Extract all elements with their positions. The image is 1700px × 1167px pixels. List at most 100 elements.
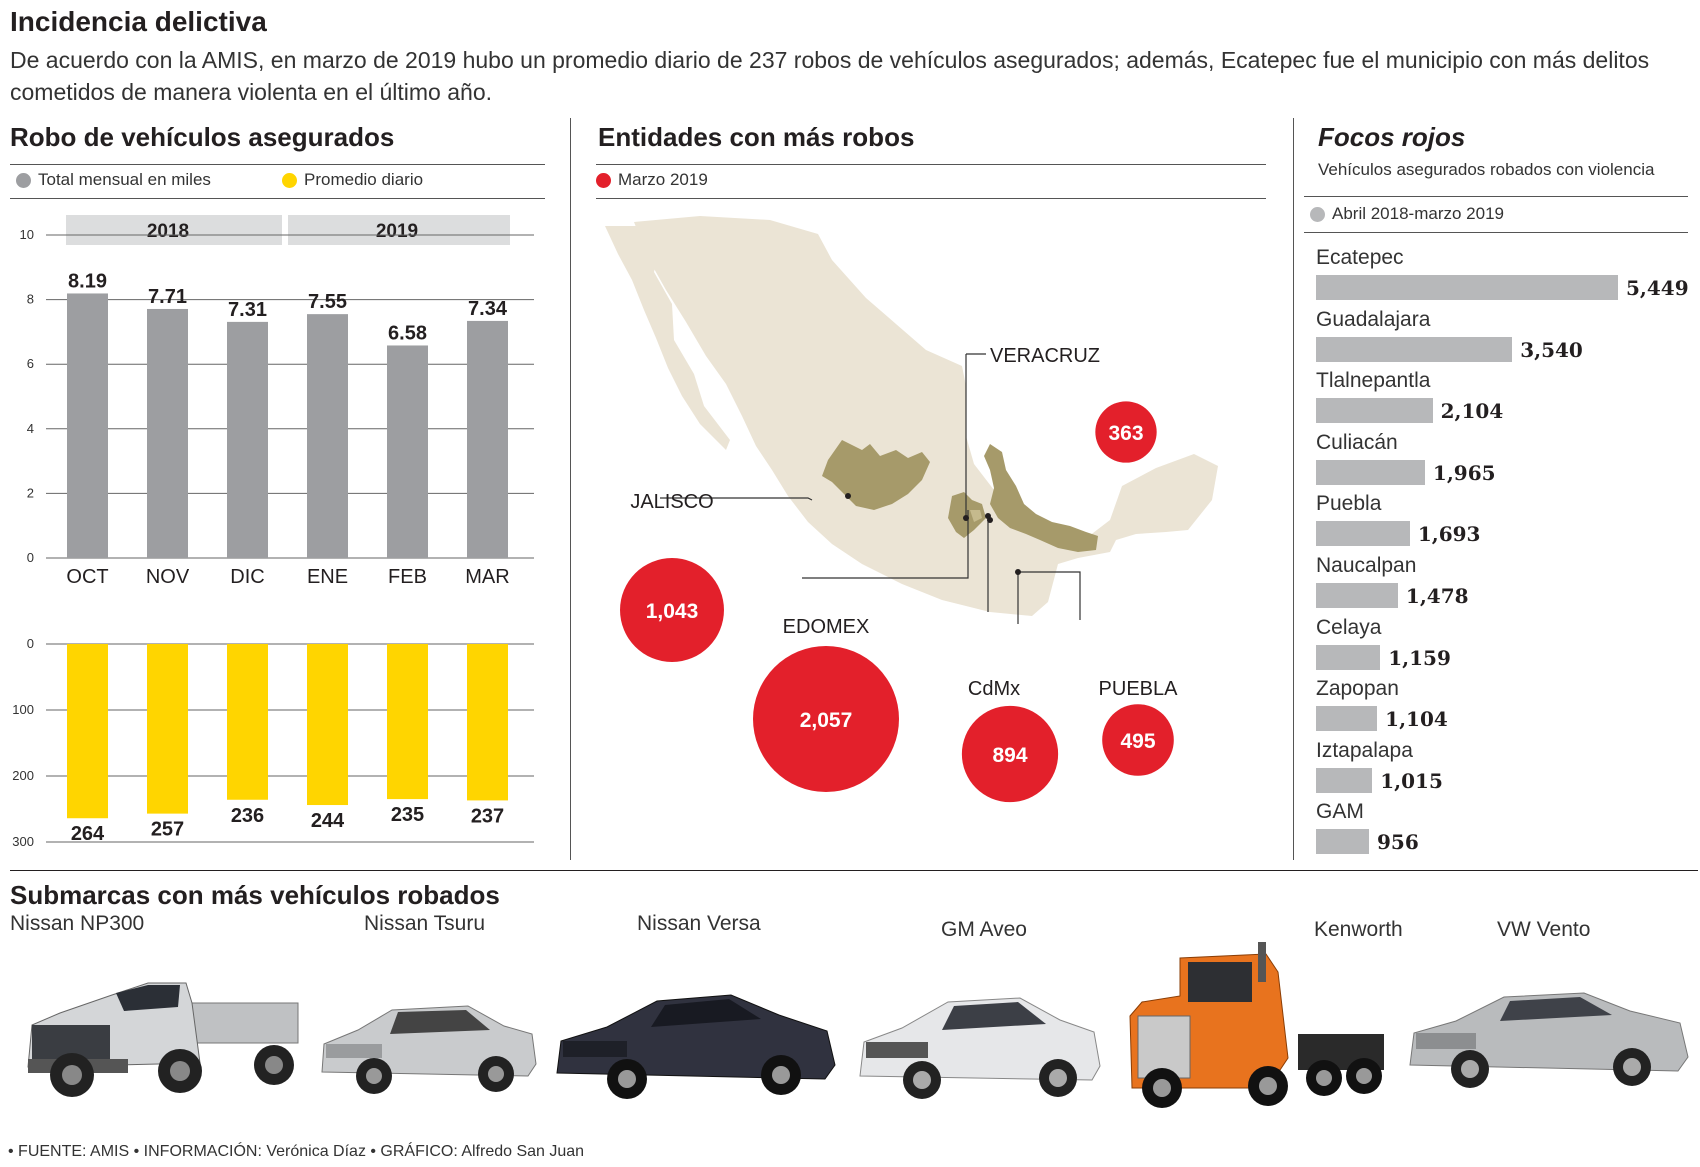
rank-value-label: 3,540	[1520, 337, 1583, 362]
divider	[596, 198, 1266, 199]
rank-name: Tlalnepantla	[1316, 369, 1431, 393]
bar-total-oct	[67, 293, 108, 558]
page-title: Incidencia delictiva	[10, 6, 267, 37]
column-divider	[570, 118, 571, 860]
sedan-image	[859, 997, 1101, 1099]
car-label-versa: Nissan Versa	[637, 912, 761, 935]
y-tick-label: 300	[12, 834, 34, 849]
baja-california-shape	[605, 226, 730, 450]
x-category-label: DIC	[230, 566, 264, 588]
bubble-value-label: 894	[992, 744, 1027, 767]
sedan-image	[556, 994, 836, 1099]
mexico-map: 363 VERACRUZ 1,043 JALISCO 2,057 EDOMEX 894 CdM…	[605, 216, 1218, 803]
rank-bar	[1316, 275, 1618, 300]
rank-bar	[1316, 398, 1433, 424]
rank-bar	[1316, 459, 1425, 485]
jalisco-state	[822, 440, 930, 510]
rank-bar	[1316, 706, 1378, 732]
year-band-2019	[288, 215, 510, 245]
bubble-value-label: 363	[1108, 422, 1143, 445]
y-tick-label: 8	[27, 292, 34, 307]
data-label-promedio: 257	[151, 819, 184, 841]
data-label-promedio: 264	[71, 823, 105, 845]
focos-subtitle: Vehículos asegurados robados con violenc…	[1318, 160, 1655, 179]
legend-total: Total mensual en miles	[16, 170, 211, 190]
data-label-total: 7.31	[228, 299, 267, 321]
year-label-2018: 2018	[147, 221, 189, 242]
car-label-tsuru: Nissan Tsuru	[364, 912, 485, 935]
divider	[1304, 232, 1688, 233]
divider	[10, 870, 1698, 871]
rank-value-label: 1,159	[1388, 645, 1451, 670]
rank-value-label: 1,015	[1380, 768, 1443, 793]
divider	[1304, 196, 1688, 197]
rank-bar	[1316, 521, 1410, 547]
x-category-label: MAR	[465, 566, 509, 588]
rank-name: Celaya	[1316, 615, 1382, 639]
sedan-image	[321, 1005, 537, 1094]
bubble-veracruz	[1095, 401, 1157, 463]
year-label-2019: 2019	[376, 221, 418, 242]
rank-value-label: 1,965	[1432, 460, 1496, 485]
x-category-label: NOV	[146, 566, 190, 588]
car-label-aveo: GM Aveo	[941, 918, 1027, 941]
y-tick-label: 100	[12, 702, 34, 717]
point-marker	[985, 513, 991, 519]
page-subtitle: De acuerdo con la AMIS, en marzo de 2019…	[10, 47, 1650, 105]
rank-bar	[1316, 336, 1513, 362]
data-label-promedio: 235	[391, 804, 424, 826]
bar-total-feb	[387, 345, 428, 558]
bar-total-nov	[147, 308, 188, 558]
bubble-value-label: 1,043	[646, 600, 699, 623]
bar-promedio-nov	[147, 644, 188, 814]
rank-name: GAM	[1316, 800, 1364, 824]
submarcas-title: Submarcas con más vehículos robados	[10, 880, 500, 910]
rank-name: Ecatepec	[1316, 246, 1404, 269]
bubble-cdmx	[961, 705, 1059, 803]
y-tick-label: 6	[27, 356, 34, 371]
data-label-promedio: 237	[471, 805, 504, 827]
veracruz-puebla-state	[984, 444, 1098, 552]
state-label-cdmx: CdMx	[968, 678, 1020, 700]
edomex-state	[948, 492, 986, 538]
car-label-np300: Nissan NP300	[10, 912, 145, 935]
rank-name: Zapopan	[1316, 677, 1399, 701]
data-label-total: 7.55	[308, 291, 347, 313]
puebla-leader-line	[1017, 571, 1081, 624]
cdmx-state	[970, 510, 982, 522]
rank-bar	[1316, 583, 1398, 608]
jalisco-leader-line	[660, 497, 813, 501]
rank-name: Iztapalapa	[1316, 738, 1413, 762]
mainland-shape	[634, 216, 1218, 616]
point-marker	[845, 493, 851, 499]
car-label-kenworth: Kenworth	[1314, 918, 1403, 941]
legend-abril: Abril 2018-marzo 2019	[1310, 204, 1504, 224]
rank-name: Puebla	[1316, 492, 1382, 516]
focos-title: Focos rojos	[1318, 122, 1466, 152]
rank-value-label: 1,693	[1417, 522, 1481, 547]
legend-total-label: Total mensual en miles	[38, 170, 211, 189]
rank-bar	[1316, 829, 1369, 855]
bar-promedio-oct	[67, 644, 108, 819]
bar-promedio-mar	[467, 644, 508, 801]
bar-total-dic	[227, 321, 268, 558]
y-tick-label: 0	[27, 550, 34, 565]
rank-value-label: 1,478	[1405, 584, 1469, 608]
x-category-label: OCT	[66, 566, 108, 588]
x-category-label: FEB	[388, 566, 427, 588]
rank-name: Guadalajara	[1316, 307, 1431, 331]
legend-abril-label: Abril 2018-marzo 2019	[1332, 204, 1504, 223]
state-label-veracruz: VERACRUZ	[990, 345, 1100, 367]
legend-marzo: Marzo 2019	[596, 170, 708, 190]
data-label-total: 7.34	[468, 298, 508, 320]
data-label-total: 8.19	[68, 270, 107, 292]
bar-promedio-dic	[227, 644, 268, 800]
robo-title: Robo de vehículos asegurados	[10, 122, 395, 152]
data-label-promedio: 244	[311, 810, 345, 832]
robo-chart: 2018 2019 0 2 4 6 8 10 8.19 7.71 7.31 7.55 6.58 7.…	[12, 215, 534, 849]
data-label-total: 7.71	[148, 286, 187, 308]
rank-value-label: 5,449	[1626, 276, 1689, 300]
bar-promedio-feb	[387, 644, 428, 800]
bar-total-ene	[307, 314, 348, 558]
column-divider	[1293, 118, 1294, 860]
